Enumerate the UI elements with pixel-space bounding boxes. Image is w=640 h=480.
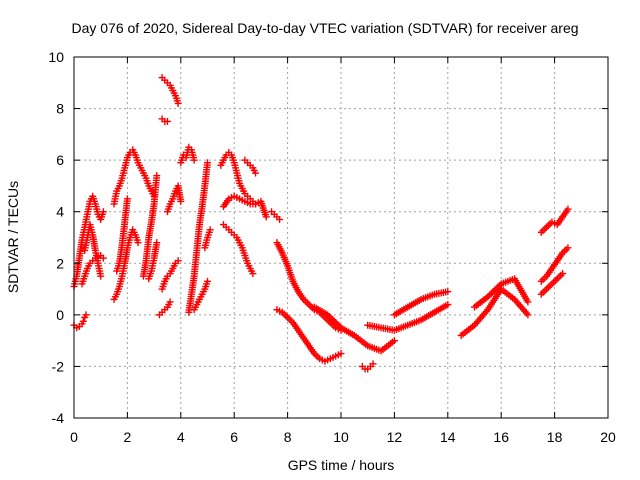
x-tick-label: 14	[440, 429, 456, 445]
y-tick-label: 10	[48, 49, 64, 65]
data-point	[276, 215, 284, 223]
data-point	[163, 117, 171, 125]
y-tick-label: 4	[56, 204, 64, 220]
x-tick-label: 10	[333, 429, 349, 445]
y-tick-label: -4	[52, 410, 65, 426]
data-point	[153, 239, 161, 247]
data-point	[206, 226, 214, 234]
data-point	[177, 197, 185, 205]
chart-title: Day 076 of 2020, Sidereal Day-to-day VTE…	[71, 20, 578, 36]
data-points	[70, 74, 572, 373]
data-point	[174, 257, 182, 265]
data-point	[97, 272, 105, 280]
data-point	[444, 288, 452, 296]
data-point	[390, 337, 398, 345]
data-point	[99, 254, 107, 262]
x-tick-label: 18	[547, 429, 563, 445]
x-axis-label: GPS time / hours	[288, 457, 395, 473]
data-point	[564, 205, 572, 213]
data-point	[82, 311, 90, 319]
data-point	[249, 270, 257, 278]
data-point	[559, 270, 567, 278]
data-point	[564, 244, 572, 252]
y-tick-label: 0	[56, 307, 64, 323]
data-point	[369, 360, 377, 368]
data-point	[99, 208, 107, 216]
x-tick-label: 0	[70, 429, 78, 445]
data-point	[79, 317, 87, 325]
data-point	[524, 298, 532, 306]
data-point	[252, 169, 260, 177]
data-point	[262, 213, 270, 221]
y-tick-label: -2	[52, 358, 65, 374]
data-point	[337, 350, 345, 358]
data-point	[524, 311, 532, 319]
data-point	[123, 195, 131, 203]
x-tick-label: 12	[387, 429, 403, 445]
data-point	[153, 172, 161, 180]
y-axis-label: SDTVAR / TECUs	[5, 181, 21, 293]
x-tick-label: 4	[177, 429, 185, 445]
y-tick-label: 6	[56, 152, 64, 168]
data-point	[190, 156, 198, 164]
y-tick-label: 8	[56, 101, 64, 117]
data-point	[166, 298, 174, 306]
x-tick-label: 6	[230, 429, 238, 445]
data-point	[204, 277, 211, 285]
data-point	[204, 159, 211, 167]
y-tick-label: 2	[56, 255, 64, 271]
x-tick-label: 2	[124, 429, 132, 445]
x-tick-label: 16	[493, 429, 509, 445]
data-point	[444, 301, 452, 309]
x-tick-label: 20	[600, 429, 616, 445]
data-point	[174, 99, 182, 107]
grid-lines	[74, 57, 608, 418]
axes: 0 2 4 6 8 10 12 14 16 18 20 -4 -2 0 2 4 6 8 10	[48, 49, 616, 445]
x-tick-label: 8	[284, 429, 292, 445]
data-point	[134, 239, 142, 247]
